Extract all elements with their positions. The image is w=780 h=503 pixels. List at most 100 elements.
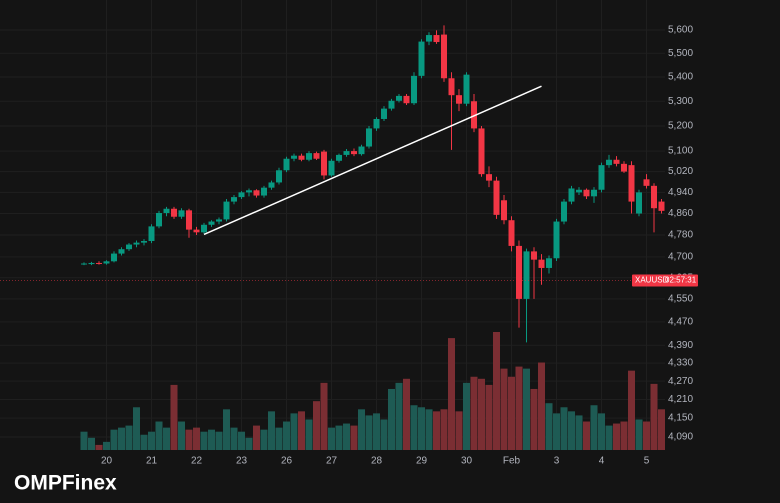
volume-bar: [658, 409, 665, 450]
volume-bar: [140, 434, 148, 450]
volume-bar: [245, 437, 253, 450]
volume-bar: [193, 427, 200, 450]
candle-body: [411, 75, 417, 104]
volume-bar: [613, 423, 620, 450]
volume-bar: [238, 431, 245, 450]
y-tick-label: 5,100: [668, 146, 693, 157]
volume-bar: [230, 427, 238, 450]
candle-body: [373, 118, 380, 129]
candle-body: [193, 229, 200, 233]
volume-bar: [523, 368, 530, 450]
volume-bar: [178, 421, 185, 450]
price-tag-symbol: XAUUSD: [635, 276, 669, 285]
candle-body: [516, 245, 522, 299]
candle-body: [283, 158, 290, 171]
candle-body: [486, 174, 492, 181]
candle-body: [171, 208, 177, 217]
candle-body: [501, 200, 507, 221]
candle-body: [306, 153, 312, 160]
volume-bar: [215, 431, 223, 450]
volume-bar: [260, 429, 268, 450]
volume-bar: [200, 431, 208, 450]
y-tick-label: 5,600: [668, 25, 693, 36]
y-tick-label: 4,210: [668, 394, 693, 405]
candle-body: [493, 180, 500, 215]
candle-body: [613, 159, 620, 164]
volume-bar: [575, 415, 583, 450]
candle-body: [111, 253, 117, 262]
candle-body: [561, 201, 567, 222]
volume-bar: [635, 419, 643, 450]
y-tick-label: 5,020: [668, 166, 693, 177]
candle-body: [508, 220, 515, 246]
volume-bar: [590, 405, 598, 450]
candle-body: [208, 221, 215, 225]
candle-body: [628, 165, 635, 202]
volume-bar: [313, 401, 320, 450]
x-tick-label: Feb: [503, 456, 521, 467]
candle-body: [591, 189, 597, 197]
volume-bar: [403, 378, 410, 450]
volume-bar: [163, 427, 170, 450]
candle-body: [418, 41, 425, 76]
volume-bar: [320, 382, 328, 450]
candle-body: [268, 182, 275, 188]
candle-body: [261, 187, 267, 196]
x-tick-label: 21: [146, 456, 158, 467]
x-tick-label: 28: [371, 456, 383, 467]
volume-bar: [118, 427, 125, 450]
candle-body: [471, 101, 477, 129]
candle-body: [598, 165, 605, 190]
volume-bar: [493, 332, 500, 450]
volume-bar: [553, 413, 560, 450]
y-tick-label: 5,200: [668, 121, 693, 132]
candle-body: [148, 226, 155, 241]
volume-bar: [515, 366, 523, 450]
volume-bar: [380, 419, 388, 450]
y-tick-label: 4,780: [668, 230, 693, 241]
volume-bar: [470, 376, 478, 450]
volume-bar: [568, 411, 575, 450]
candle-body: [81, 263, 87, 265]
volume-bar: [425, 409, 433, 450]
candle-body: [141, 240, 147, 243]
volume-bar: [155, 421, 163, 450]
y-tick-label: 4,330: [668, 358, 693, 369]
candle-body: [448, 78, 455, 96]
candle-body: [201, 224, 207, 233]
y-tick-label: 5,400: [668, 72, 693, 83]
volume-bar: [418, 407, 425, 450]
volume-bar: [170, 384, 178, 450]
trendline: [203, 85, 542, 236]
volume-bar: [410, 405, 418, 450]
x-tick-label: 20: [101, 456, 113, 467]
candle-body: [186, 210, 192, 230]
candle-body: [478, 128, 485, 175]
y-tick-label: 5,300: [668, 96, 693, 107]
y-tick-label: 4,090: [668, 432, 693, 443]
volume-bar: [530, 388, 538, 450]
volume-bar: [268, 411, 275, 450]
candle-body: [433, 35, 440, 43]
volume-bar: [125, 425, 133, 450]
volume-bar: [95, 444, 103, 450]
volume-bar: [365, 415, 373, 450]
volume-bar: [290, 413, 298, 450]
candle-body: [223, 201, 230, 220]
volume-bar: [298, 411, 305, 450]
candle-body: [388, 100, 395, 109]
volume-bar: [133, 407, 140, 450]
volume-bar: [538, 362, 545, 450]
x-tick-label: 29: [416, 456, 428, 467]
volume-bar: [208, 429, 215, 450]
y-tick-label: 4,860: [668, 208, 693, 219]
candle-body: [366, 128, 372, 147]
y-tick-label: 4,550: [668, 294, 693, 305]
candle-body: [463, 74, 470, 104]
volume-bar: [620, 421, 628, 450]
volume-bar: [545, 403, 553, 450]
candle-body: [441, 34, 447, 79]
candle-body: [546, 258, 552, 268]
volume-bar: [455, 411, 463, 450]
